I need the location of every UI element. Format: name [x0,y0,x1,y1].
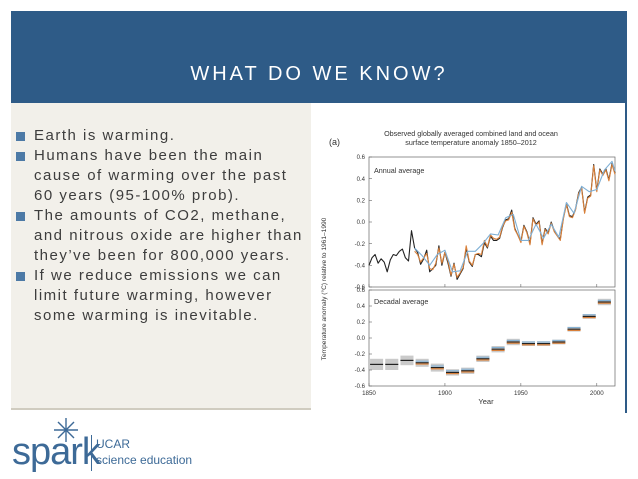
x-axis-label: Year [478,397,494,406]
square-bullet-icon [16,132,25,141]
square-bullet-icon [16,212,25,221]
bullet-item: Humans have been the main cause of warmi… [12,146,308,206]
header-banner: WHAT DO WE KNOW? [11,11,627,103]
y-axis-label: Temperature anomaly (°C) relative to 196… [320,217,328,360]
y-tick-label: 0.6 [357,155,366,161]
chart-marks [368,160,616,376]
x-tick-label: 1950 [514,390,528,397]
square-bullet-icon [16,152,25,161]
series-line [414,160,616,273]
chart-title-line-2: surface temperature anomaly 1850–2012 [405,138,536,147]
panel-divider [11,408,311,410]
bullet-item: Earth is warming. [12,126,308,146]
logo-divider [91,435,92,471]
bullet-text: The amounts of CO2, methane, and nitrous… [34,207,303,264]
square-bullet-icon [16,272,25,281]
slide-rule [625,103,627,413]
x-tick-label: 1900 [438,390,452,397]
temperature-anomaly-chart: (a) Observed globally averaged combined … [320,129,616,406]
logo-wordmark: spark [12,431,101,473]
bullet-panel [11,103,311,408]
y-tick-label: -0.4 [355,368,366,374]
bullet-item: The amounts of CO2, methane, and nitrous… [12,206,308,266]
bullet-text: Humans have been the main cause of warmi… [34,147,288,204]
y-tick-label: -0.6 [355,285,366,291]
panel-label: (a) [329,137,340,147]
axis-ticks: 0.60.40.20.0-0.2-0.4-0.60.60.40.20.0-0.2… [355,155,605,397]
bullet-item: If we reduce emissions we can limit futu… [12,266,308,326]
y-tick-label: -0.2 [355,352,366,358]
logo-tagline: science education [96,453,193,467]
annual-panel-label: Annual average [374,166,424,175]
star-burst-icon [54,418,78,442]
x-tick-label: 1850 [362,390,376,397]
annual-panel-frame [368,156,616,288]
plot-frame [368,156,616,288]
y-tick-label: 0.4 [357,177,366,183]
bullet-text: If we reduce emissions we can limit futu… [34,267,282,324]
y-tick-label: 0.6 [357,288,366,294]
logo-org: UCAR [96,437,131,451]
chart-title-line-1: Observed globally averaged combined land… [384,129,558,138]
spark-logo [10,418,200,476]
series-line [414,164,616,278]
bullet-text: Earth is warming. [34,127,176,144]
series-line [368,162,616,280]
y-tick-label: 0.2 [357,199,366,205]
slide-title: WHAT DO WE KNOW? [190,63,448,85]
y-tick-label: 0.4 [357,304,366,310]
y-tick-label: 0.0 [357,336,366,342]
y-tick-label: 0.0 [357,220,366,226]
y-tick-label: -0.2 [355,242,366,248]
y-tick-label: -0.6 [355,384,366,390]
y-tick-label: -0.4 [355,264,366,270]
y-tick-label: 0.2 [357,320,366,326]
x-tick-label: 2000 [590,390,604,397]
chart-figure: (a) Observed globally averaged combined … [311,103,627,408]
bullet-list: Earth is warming. Humans have been the m… [12,126,308,326]
decadal-panel-label: Decadal average [374,297,428,306]
